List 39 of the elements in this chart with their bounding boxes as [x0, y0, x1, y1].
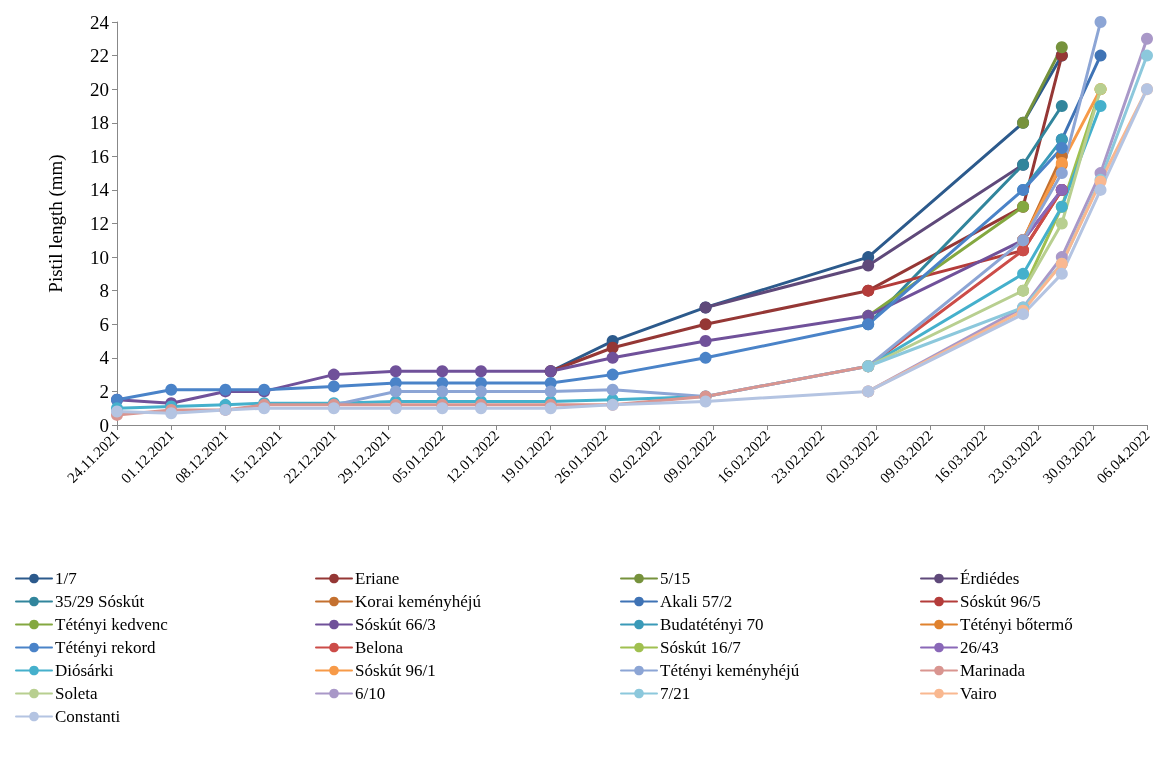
legend-label: Sóskút 66/3	[355, 615, 436, 634]
y-tick-label: 24	[90, 11, 110, 33]
legend-label: Soleta	[55, 684, 98, 703]
legend-label: Akali 57/2	[660, 592, 733, 611]
legend-label: Vairo	[960, 684, 997, 703]
legend-label: Tétényi kedvenc	[55, 615, 169, 634]
legend-label: Sóskút 16/7	[660, 638, 742, 657]
y-tick-label: 10	[90, 246, 109, 268]
legend-label: Sóskút 96/1	[355, 661, 436, 680]
y-axis-title: Pistil length (mm)	[45, 154, 67, 293]
y-tick-label: 4	[99, 347, 110, 369]
legend-label: Korai keményhéjú	[355, 592, 482, 611]
legend-label: 1/7	[55, 569, 78, 588]
legend-label: Constanti	[55, 707, 121, 726]
y-tick-label: 16	[90, 145, 109, 167]
legend-label: 35/29 Sóskút	[55, 592, 145, 611]
legend-label: Tétényi keményhéjú	[660, 661, 800, 680]
legend-label: 5/15	[660, 569, 691, 588]
legend-label: Eriane	[355, 569, 400, 588]
y-tick-label: 6	[99, 313, 109, 335]
legend-label: Marinada	[960, 661, 1026, 680]
y-tick-label: 20	[90, 78, 109, 100]
legend-label: 7/21	[660, 684, 691, 703]
y-tick-label: 22	[90, 45, 109, 67]
y-tick-label: 14	[90, 179, 110, 201]
legend-label: Tétényi rekord	[55, 638, 157, 657]
legend-label: 26/43	[960, 638, 999, 657]
y-tick-label: 12	[90, 213, 109, 234]
y-tick-label: 8	[99, 280, 109, 302]
legend-label: Tétényi bőtermő	[960, 615, 1073, 634]
legend-label: Érdiédes	[960, 569, 1020, 588]
y-tick-label: 0	[99, 414, 109, 436]
y-tick-label: 18	[90, 112, 109, 134]
legend-label: Sóskút 96/5	[960, 592, 1041, 611]
y-tick-label: 2	[99, 380, 109, 402]
legend-label: Diósárki	[55, 661, 114, 680]
legend-label: 6/10	[355, 684, 386, 703]
legend-label: Budatétényi 70	[660, 615, 764, 634]
legend-label: Belona	[355, 638, 404, 657]
